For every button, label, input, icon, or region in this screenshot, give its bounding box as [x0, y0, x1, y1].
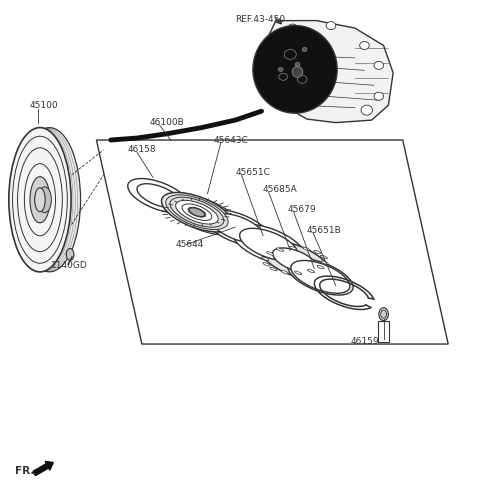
- Text: FR.: FR.: [15, 466, 35, 476]
- Ellipse shape: [303, 247, 310, 250]
- Text: 45651B: 45651B: [307, 226, 342, 235]
- FancyBboxPatch shape: [378, 321, 389, 341]
- Ellipse shape: [273, 248, 317, 273]
- Ellipse shape: [295, 62, 300, 66]
- Ellipse shape: [263, 50, 273, 58]
- Ellipse shape: [137, 184, 180, 208]
- Ellipse shape: [262, 257, 269, 260]
- Ellipse shape: [295, 271, 302, 274]
- Text: 1140GD: 1140GD: [51, 261, 88, 270]
- Text: 45651C: 45651C: [235, 168, 270, 177]
- Ellipse shape: [317, 265, 324, 269]
- Ellipse shape: [18, 128, 81, 272]
- Ellipse shape: [188, 207, 206, 217]
- Ellipse shape: [320, 255, 327, 258]
- Ellipse shape: [253, 25, 337, 113]
- Text: 45679: 45679: [288, 205, 316, 214]
- Ellipse shape: [288, 24, 298, 32]
- Ellipse shape: [292, 66, 303, 77]
- Ellipse shape: [266, 252, 274, 255]
- Ellipse shape: [9, 128, 71, 272]
- Ellipse shape: [182, 204, 212, 221]
- Ellipse shape: [374, 92, 384, 100]
- Text: 46100B: 46100B: [149, 118, 184, 127]
- Ellipse shape: [205, 210, 270, 247]
- Ellipse shape: [276, 248, 284, 251]
- Ellipse shape: [302, 47, 307, 51]
- Ellipse shape: [361, 105, 372, 115]
- Ellipse shape: [38, 187, 51, 213]
- Ellipse shape: [321, 261, 328, 264]
- Ellipse shape: [289, 247, 297, 250]
- Ellipse shape: [291, 260, 350, 293]
- Ellipse shape: [379, 308, 388, 321]
- Text: 46158: 46158: [128, 146, 156, 155]
- Ellipse shape: [128, 179, 190, 213]
- Ellipse shape: [189, 208, 205, 217]
- Ellipse shape: [166, 195, 228, 230]
- Ellipse shape: [270, 267, 277, 271]
- Polygon shape: [262, 20, 393, 123]
- Text: 45685A: 45685A: [263, 185, 298, 194]
- Ellipse shape: [326, 21, 336, 29]
- Ellipse shape: [288, 258, 353, 295]
- Ellipse shape: [263, 262, 270, 266]
- Ellipse shape: [168, 196, 240, 235]
- Ellipse shape: [30, 177, 50, 223]
- Text: REF.43-450: REF.43-450: [235, 15, 285, 24]
- Text: 45100: 45100: [29, 101, 58, 110]
- Ellipse shape: [161, 193, 232, 232]
- Ellipse shape: [176, 200, 218, 224]
- Ellipse shape: [314, 250, 321, 254]
- Ellipse shape: [278, 67, 283, 71]
- Ellipse shape: [307, 269, 314, 273]
- Ellipse shape: [360, 41, 369, 49]
- Ellipse shape: [66, 249, 74, 260]
- Text: 45643C: 45643C: [214, 136, 249, 145]
- Text: 46159: 46159: [350, 337, 379, 346]
- FancyArrow shape: [33, 462, 53, 476]
- Ellipse shape: [35, 188, 45, 212]
- Ellipse shape: [374, 61, 384, 69]
- Text: 45644: 45644: [175, 240, 204, 249]
- Ellipse shape: [240, 229, 298, 260]
- Ellipse shape: [281, 270, 288, 274]
- Ellipse shape: [232, 224, 305, 265]
- Ellipse shape: [211, 214, 264, 243]
- Ellipse shape: [261, 241, 330, 279]
